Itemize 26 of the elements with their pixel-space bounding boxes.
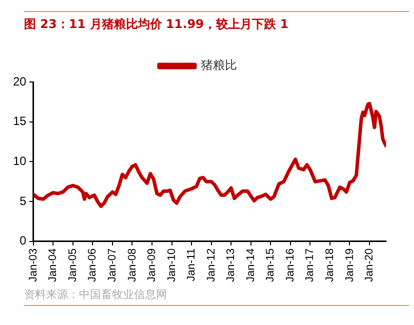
y-tick-label: 5 xyxy=(20,194,27,208)
x-tick-label: Jan-15 xyxy=(264,248,277,282)
x-tick-label: Jan-19 xyxy=(344,248,356,282)
x-tick-label: Jan-18 xyxy=(324,248,336,282)
x-tick-label: Jan-05 xyxy=(66,248,79,282)
x-tick-label: Jan-16 xyxy=(284,248,296,282)
x-tick-label: Jan-20 xyxy=(364,248,376,282)
x-tick-label: Jan-10 xyxy=(166,248,178,282)
legend-label: 猪粮比 xyxy=(201,58,237,72)
y-tick-label: 20 xyxy=(12,74,27,88)
x-tick-label: Jan-12 xyxy=(205,248,218,282)
x-tick-label: Jan-09 xyxy=(146,248,158,282)
x-tick-label: Jan-13 xyxy=(225,248,238,282)
x-tick-label: Jan-17 xyxy=(304,248,316,282)
y-tick-label: 15 xyxy=(12,114,27,128)
x-tick-label: Jan-14 xyxy=(244,248,257,282)
text: 资料来源：中国畜牧业信息网 xyxy=(24,287,409,306)
x-tick-label: Jan-06 xyxy=(86,248,99,282)
chart-title: 图 23：11 月猪粮比均价 11.99，较上月下跌 1 xyxy=(24,11,409,33)
y-tick-label: 10 xyxy=(12,154,27,168)
x-tick-label: Jan-11 xyxy=(186,248,198,282)
y-tick-label: 0 xyxy=(20,234,27,248)
x-tick-label: Jan-07 xyxy=(106,248,118,282)
x-tick-label: Jan-03 xyxy=(27,248,40,282)
x-tick-label: Jan-04 xyxy=(47,248,60,282)
x-tick-label: Jan-08 xyxy=(126,248,138,282)
